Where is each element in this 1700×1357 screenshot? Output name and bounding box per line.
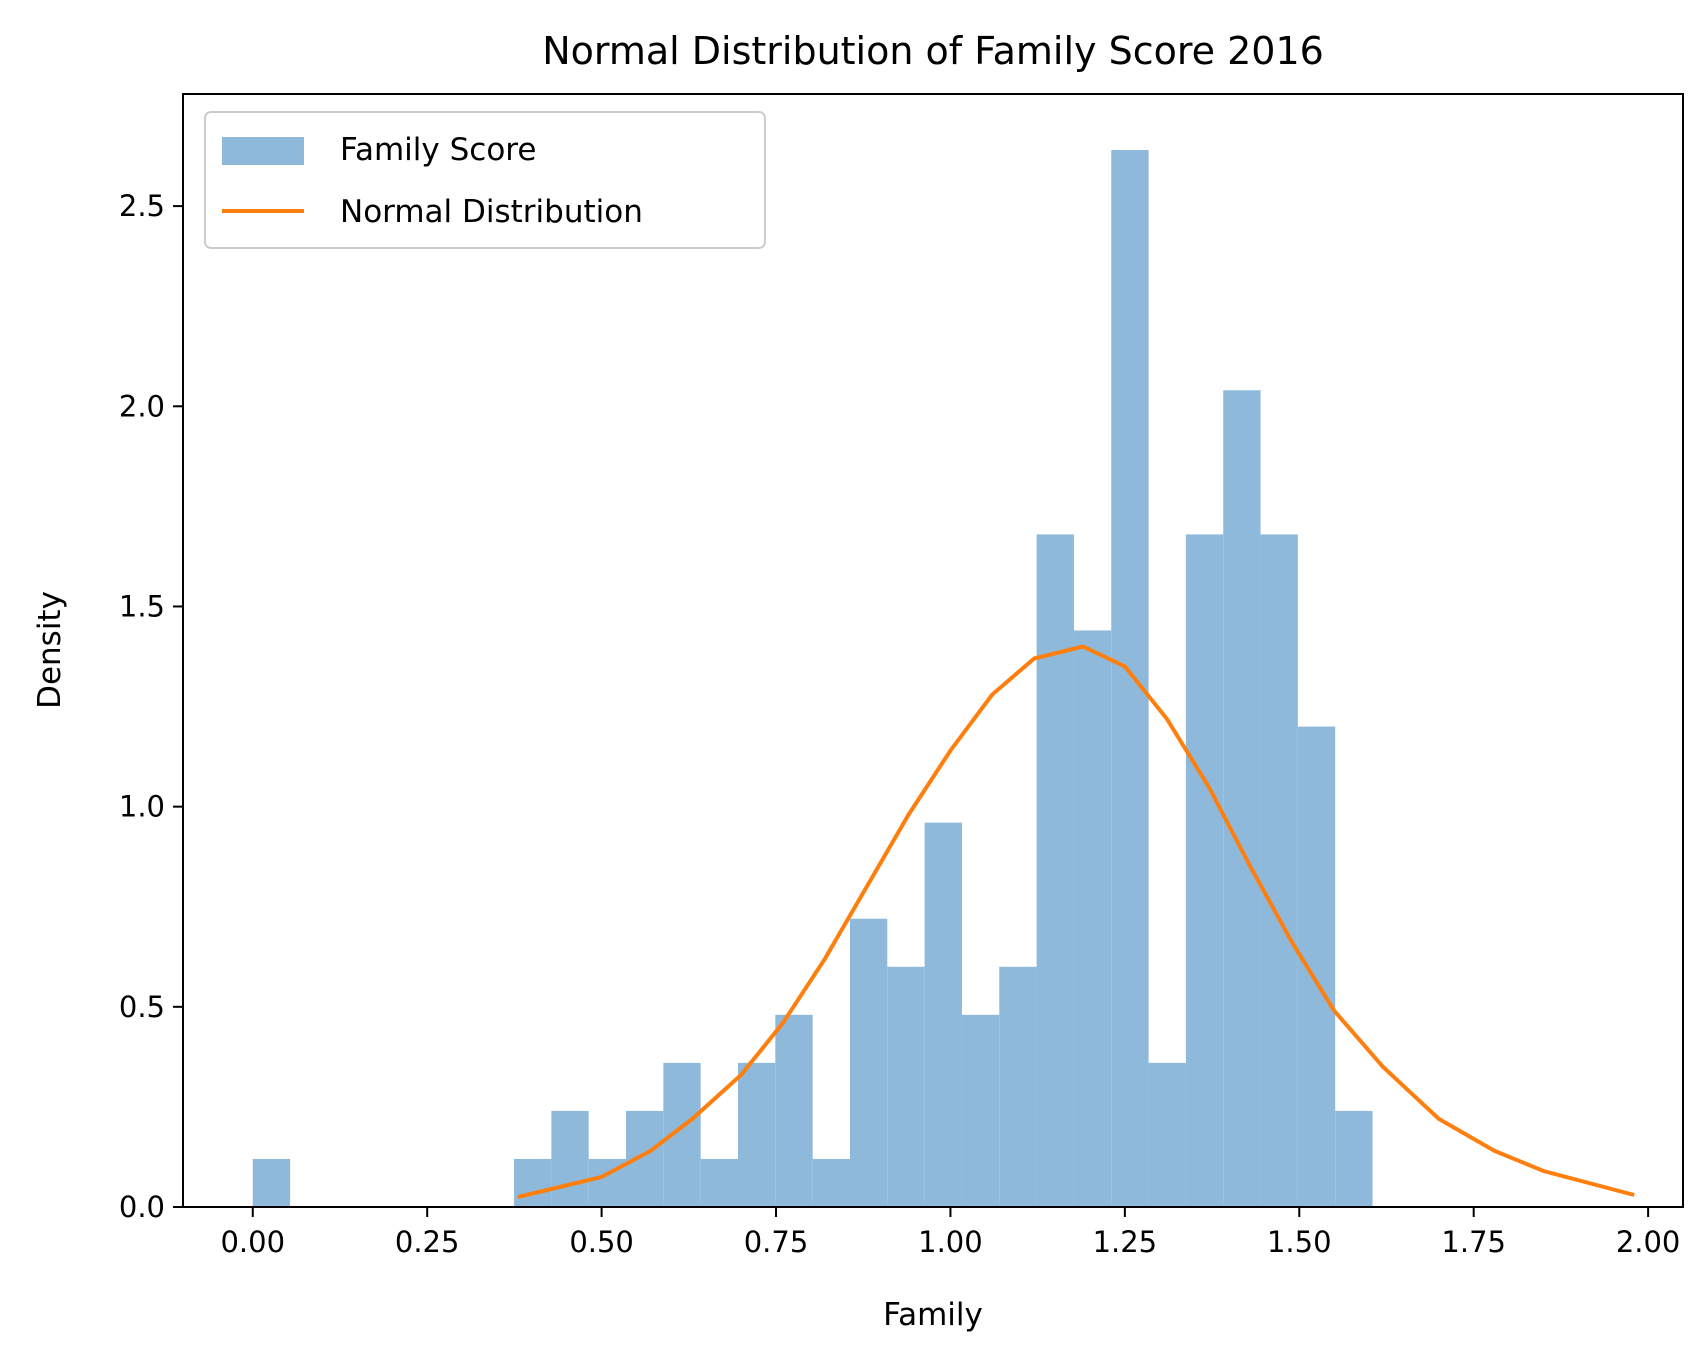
histogram-bar (775, 1014, 813, 1207)
y-axis-ticks: 0.0 0.5 1.0 1.5 2.0 2.5 (119, 189, 183, 1224)
legend-label-family-score: Family Score (340, 132, 536, 168)
y-tick-label: 1.5 (119, 589, 165, 623)
x-tick-label: 0.75 (744, 1225, 809, 1259)
y-tick-label: 2.0 (119, 389, 165, 423)
normal-distribution-line (517, 644, 1635, 1199)
histogram-bar (514, 1158, 552, 1207)
histogram-bar (1185, 534, 1224, 1207)
y-tick-label: 0.5 (119, 990, 165, 1024)
x-tick-label: 1.25 (1093, 1225, 1158, 1259)
legend-box (204, 111, 766, 249)
x-tick-label: 0.00 (220, 1225, 285, 1259)
histogram-bar (700, 1158, 738, 1207)
legend: Family Score Normal Distribution (204, 111, 766, 249)
y-tick-label: 1.0 (119, 790, 165, 824)
histogram-bar (1036, 534, 1074, 1207)
histogram-bar (1223, 390, 1261, 1207)
x-tick-label: 0.25 (395, 1225, 460, 1259)
x-tick-label: 2.00 (1616, 1225, 1681, 1259)
x-axis-label: Family (883, 1297, 983, 1333)
histogram-bar (1335, 1110, 1373, 1207)
histogram-bar (738, 1062, 776, 1207)
histogram-bar (1073, 630, 1112, 1207)
y-tick-label: 0.0 (119, 1190, 165, 1224)
histogram-bar (252, 1158, 291, 1207)
histogram-bar (999, 966, 1037, 1207)
histogram-bar (1260, 534, 1298, 1207)
histogram-bar (961, 1014, 1000, 1207)
plot-frame (182, 93, 1684, 1208)
histogram-bar (551, 1110, 589, 1207)
histogram-bar (887, 966, 925, 1207)
histogram-bar (1111, 150, 1149, 1208)
histogram-bar (1297, 726, 1336, 1207)
x-tick-label: 1.50 (1267, 1225, 1332, 1259)
histogram-bars (252, 150, 1373, 1208)
x-tick-label: 0.50 (569, 1225, 634, 1259)
chart-title: Normal Distribution of Family Score 2016 (542, 29, 1324, 73)
histogram-bar (849, 918, 888, 1207)
legend-swatch-family-score (222, 137, 304, 165)
y-tick-label: 2.5 (119, 189, 165, 223)
y-axis-label: Density (32, 591, 68, 709)
x-tick-label: 1.00 (918, 1225, 983, 1259)
x-axis-ticks: 0.00 0.25 0.50 0.75 1.00 1.25 1.50 1.75 2.00 (220, 1207, 1680, 1259)
x-tick-label: 1.75 (1441, 1225, 1506, 1259)
histogram-bar (812, 1158, 850, 1207)
histogram-bar (924, 822, 962, 1207)
legend-label-normal-distribution: Normal Distribution (340, 194, 643, 230)
histogram-bar (1148, 1062, 1186, 1207)
